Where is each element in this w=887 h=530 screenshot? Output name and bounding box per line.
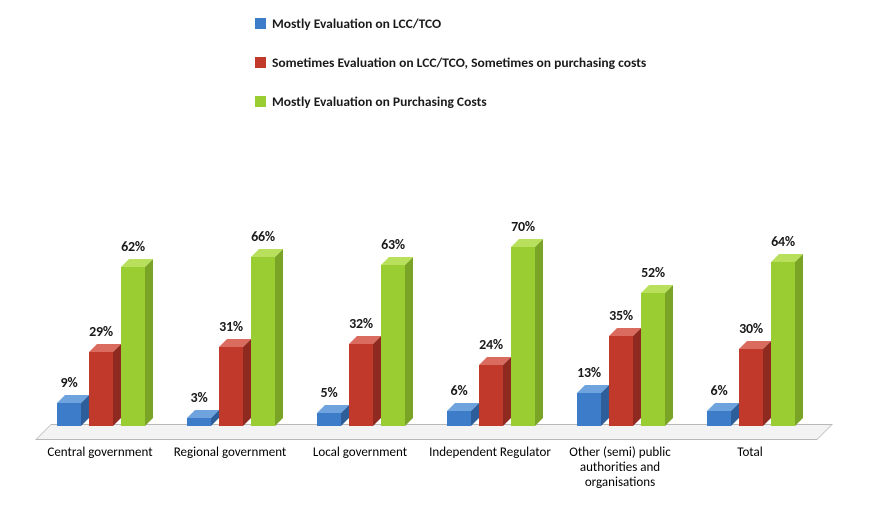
bar-side <box>503 357 511 426</box>
bar-front <box>381 265 405 426</box>
x-axis-labels: Central governmentRegional governmentLoc… <box>35 446 815 491</box>
bar-front <box>577 393 601 426</box>
x-axis-label: Independent Regulator <box>425 446 555 491</box>
x-axis-label: Total <box>685 446 815 491</box>
x-axis-label: Other (semi) public authorities and orga… <box>555 446 685 491</box>
bar <box>89 352 113 426</box>
bar <box>187 418 211 426</box>
bar-side <box>535 239 543 426</box>
bar <box>707 411 731 426</box>
legend: Mostly Evaluation on LCC/TCO Sometimes E… <box>255 15 646 132</box>
bar-side <box>243 339 251 426</box>
bar-front <box>187 418 211 426</box>
bar-side <box>795 254 803 426</box>
bar-side <box>145 259 153 426</box>
bar <box>479 365 503 426</box>
legend-label: Mostly Evaluation on Purchasing Costs <box>272 93 487 110</box>
bar-side <box>763 341 771 426</box>
bar-side <box>665 285 673 426</box>
bar-group: 6%30%64% <box>685 170 815 426</box>
bar-side <box>275 249 283 426</box>
legend-label: Mostly Evaluation on LCC/TCO <box>272 15 441 32</box>
bar <box>577 393 601 426</box>
bar-side <box>633 328 641 426</box>
bar <box>251 257 275 426</box>
bar-group: 6%24%70% <box>425 170 555 426</box>
bar-front <box>219 347 243 426</box>
bar-front <box>89 352 113 426</box>
bar <box>57 403 81 426</box>
bar <box>739 349 763 426</box>
bar <box>317 413 341 426</box>
bar-groups: 9%29%62%3%31%66%5%32%63%6%24%70%13%35%52… <box>35 170 815 426</box>
bar-front <box>121 267 145 426</box>
bar-side <box>405 257 413 426</box>
bar-front <box>511 247 535 426</box>
x-axis-label: Local government <box>295 446 425 491</box>
bar-front <box>317 413 341 426</box>
bar-side <box>373 336 381 426</box>
legend-swatch-series-2 <box>255 96 266 107</box>
bar-front <box>771 262 795 426</box>
bar-front <box>739 349 763 426</box>
bar <box>641 293 665 426</box>
legend-label: Sometimes Evaluation on LCC/TCO, Sometim… <box>272 54 646 71</box>
x-axis-label: Central government <box>35 446 165 491</box>
plot-area: 9%29%62%3%31%66%5%32%63%6%24%70%13%35%52… <box>35 170 815 440</box>
bar-value-label: 64% <box>753 233 813 250</box>
bar-front <box>57 403 81 426</box>
bar-group: 9%29%62% <box>35 170 165 426</box>
bar <box>219 347 243 426</box>
legend-item: Mostly Evaluation on LCC/TCO <box>255 15 646 32</box>
bar-front <box>479 365 503 426</box>
legend-swatch-series-0 <box>255 18 266 29</box>
bar <box>381 265 405 426</box>
bar <box>771 262 795 426</box>
bar-value-label: 66% <box>233 228 293 245</box>
bar <box>447 411 471 426</box>
bar-front <box>349 344 373 426</box>
bar <box>511 247 535 426</box>
bar-value-label: 62% <box>103 238 163 255</box>
bar-front <box>251 257 275 426</box>
bar-front <box>641 293 665 426</box>
bar-value-label: 63% <box>363 236 423 253</box>
bar-front <box>707 411 731 426</box>
bar-group: 3%31%66% <box>165 170 295 426</box>
bar-side <box>113 344 121 426</box>
bar <box>121 267 145 426</box>
bar-front <box>447 411 471 426</box>
legend-swatch-series-1 <box>255 57 266 68</box>
legend-item: Mostly Evaluation on Purchasing Costs <box>255 93 646 110</box>
bar-group: 5%32%63% <box>295 170 425 426</box>
bar-group: 13%35%52% <box>555 170 685 426</box>
bar <box>349 344 373 426</box>
bar-value-label: 70% <box>493 218 553 235</box>
legend-item: Sometimes Evaluation on LCC/TCO, Sometim… <box>255 54 646 71</box>
bar-value-label: 52% <box>623 264 683 281</box>
x-axis-label: Regional government <box>165 446 295 491</box>
chart-floor <box>35 424 833 440</box>
bar-front <box>609 336 633 426</box>
chart-container: Mostly Evaluation on LCC/TCO Sometimes E… <box>0 0 887 530</box>
bar <box>609 336 633 426</box>
